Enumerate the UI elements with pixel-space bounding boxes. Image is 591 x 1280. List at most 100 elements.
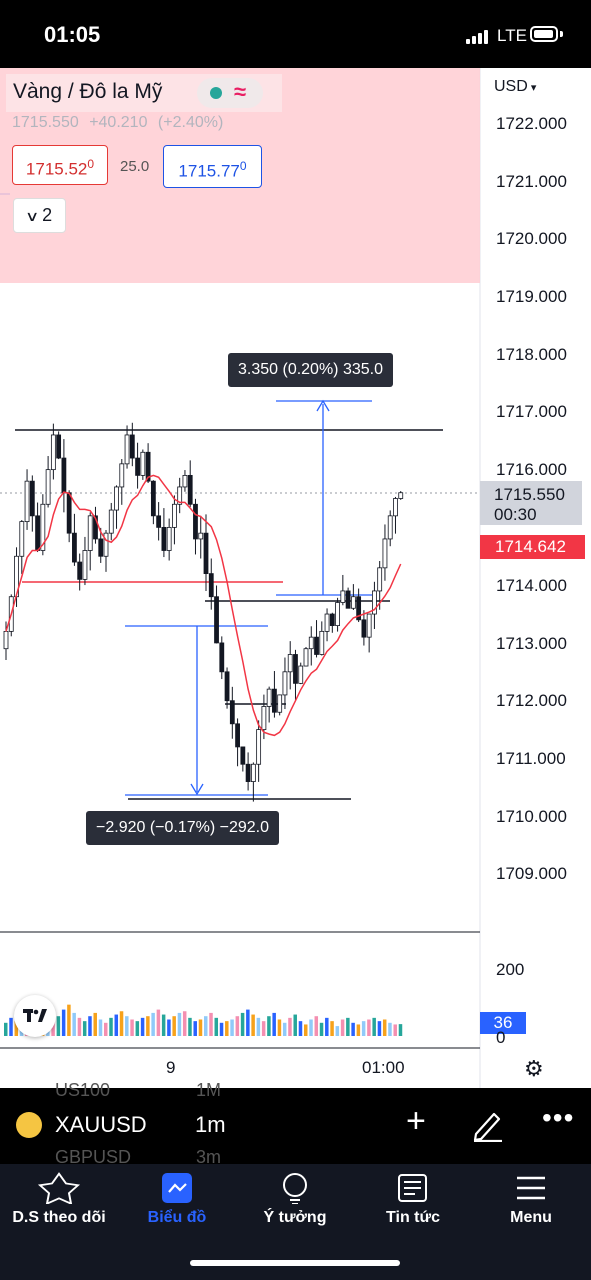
volume-bar bbox=[240, 1012, 245, 1036]
candle-body bbox=[24, 480, 30, 523]
indicators-toggle-button[interactable]: ∨ 2 bbox=[13, 198, 66, 233]
volume-bar bbox=[335, 1026, 340, 1036]
volume-bar bbox=[67, 1004, 71, 1036]
volume-bar bbox=[235, 1016, 240, 1036]
price-tick: 1718.000 bbox=[496, 345, 567, 364]
candle-body bbox=[393, 498, 398, 517]
volume-bar bbox=[277, 1019, 282, 1036]
star-icon bbox=[37, 1172, 81, 1204]
currency-selector[interactable]: USD ▾ bbox=[494, 78, 537, 95]
price-tick: 1714.000 bbox=[496, 576, 567, 595]
tab-news[interactable]: Tin tức bbox=[354, 1164, 472, 1244]
measure-down-label: −2.920 (−0.17%) −292.0 bbox=[86, 811, 280, 845]
candle-body bbox=[250, 763, 256, 782]
candle-body bbox=[135, 457, 140, 476]
volume-bar bbox=[356, 1024, 361, 1036]
candle-body bbox=[272, 688, 277, 713]
volume-bar bbox=[288, 1017, 292, 1036]
volume-bar bbox=[377, 1021, 382, 1036]
chart-icon bbox=[162, 1173, 192, 1203]
candle-body bbox=[372, 590, 377, 615]
candle-body bbox=[308, 636, 314, 650]
interval-button[interactable]: 1m bbox=[195, 1112, 226, 1137]
indicators-count: 2 bbox=[42, 205, 53, 225]
bid-price-sup: 0 bbox=[87, 157, 95, 171]
candle-body bbox=[56, 434, 62, 459]
volume-bar bbox=[282, 1022, 287, 1036]
candle-body bbox=[193, 503, 198, 540]
volume-bar bbox=[340, 1019, 345, 1036]
candle-body bbox=[66, 492, 72, 534]
time-tick: 01:00 bbox=[362, 1058, 405, 1077]
more-icon[interactable]: ••• bbox=[542, 1102, 575, 1133]
settings-gear-icon[interactable]: ⚙ bbox=[524, 1056, 544, 1081]
volume-zero-tick: 0 bbox=[496, 1028, 506, 1047]
candle-body bbox=[72, 532, 77, 563]
volume-bar bbox=[167, 1019, 171, 1036]
pen-icon[interactable] bbox=[472, 1108, 504, 1142]
candle-body bbox=[19, 521, 25, 557]
volume-bar bbox=[130, 1019, 134, 1036]
sell-button[interactable]: 1715.520 bbox=[12, 145, 108, 185]
volume-bar bbox=[188, 1017, 192, 1036]
price-tick: 1722.000 bbox=[496, 114, 567, 133]
volume-bar bbox=[98, 1019, 103, 1036]
volume-bar bbox=[61, 1009, 66, 1036]
volume-bar bbox=[309, 1019, 313, 1036]
candle-body bbox=[172, 503, 177, 528]
tab-menu[interactable]: Menu bbox=[472, 1164, 590, 1244]
current-price-tag: 1715.550 00:30 bbox=[480, 481, 582, 525]
candle-body bbox=[229, 700, 235, 725]
measure-up-label: 3.350 (0.20%) 335.0 bbox=[228, 353, 393, 387]
candle-body bbox=[303, 648, 309, 667]
volume-bar bbox=[193, 1021, 197, 1036]
volume-bar bbox=[225, 1021, 229, 1036]
bar-countdown: 00:30 bbox=[494, 505, 537, 524]
candle-body bbox=[224, 671, 230, 702]
candle-body bbox=[219, 642, 225, 673]
candle-body bbox=[298, 665, 304, 684]
price-tick: 1721.000 bbox=[496, 172, 567, 191]
volume-bar bbox=[319, 1022, 324, 1036]
lightbulb-icon bbox=[283, 1173, 307, 1204]
tv-logo-icon bbox=[23, 1009, 47, 1022]
price-tick: 1709.000 bbox=[496, 864, 567, 883]
status-bar: 01:05 LTE bbox=[0, 0, 591, 68]
faded-symbol-bottom: GBPUSD bbox=[55, 1147, 132, 1167]
signal-icon bbox=[466, 28, 492, 44]
tab-watchlist[interactable]: D.S theo dõi bbox=[0, 1164, 118, 1244]
battery-icon bbox=[530, 26, 558, 42]
buy-button[interactable]: 1715.770 bbox=[163, 145, 262, 188]
symbol-title[interactable]: Vàng / Đô la Mỹ bbox=[13, 80, 163, 103]
volume-bar bbox=[382, 1019, 387, 1036]
candle-body bbox=[245, 763, 251, 782]
volume-bar bbox=[246, 1009, 250, 1036]
tab-ideas[interactable]: Ý tưởng bbox=[236, 1164, 354, 1244]
volume-bar bbox=[140, 1017, 145, 1036]
candle-body bbox=[61, 457, 67, 494]
price-tick: 1713.000 bbox=[496, 634, 567, 653]
candle-body bbox=[108, 509, 114, 534]
volume-bar bbox=[9, 1017, 13, 1036]
status-pill[interactable]: ≈ bbox=[197, 78, 263, 108]
chart-area[interactable]: Vàng / Đô la Mỹ ≈ 1715.550 +40.210 (+2.4… bbox=[0, 68, 591, 1088]
volume-current-tag: 36 bbox=[480, 1012, 526, 1034]
volume-bar bbox=[325, 1017, 329, 1036]
candle-body bbox=[119, 463, 125, 488]
candle-body bbox=[145, 451, 151, 482]
tab-chart[interactable]: Biểu đồ bbox=[118, 1164, 236, 1244]
home-indicator bbox=[190, 1260, 400, 1266]
symbol-search-button[interactable]: XAUUSD bbox=[55, 1112, 147, 1137]
candle-body bbox=[161, 526, 167, 551]
candle-body bbox=[382, 538, 388, 569]
volume-bar bbox=[314, 1016, 319, 1036]
time-tick: 9 bbox=[166, 1058, 176, 1077]
ask-price: 1715.77 bbox=[178, 161, 240, 181]
price-change-pct: (+2.40%) bbox=[157, 114, 224, 131]
candle-body bbox=[324, 613, 330, 632]
plus-icon[interactable]: + bbox=[406, 1102, 426, 1140]
tradingview-logo[interactable] bbox=[14, 995, 56, 1037]
candle-body bbox=[150, 480, 156, 517]
price-tick: 1712.000 bbox=[496, 691, 567, 710]
candles-layer bbox=[3, 422, 404, 802]
